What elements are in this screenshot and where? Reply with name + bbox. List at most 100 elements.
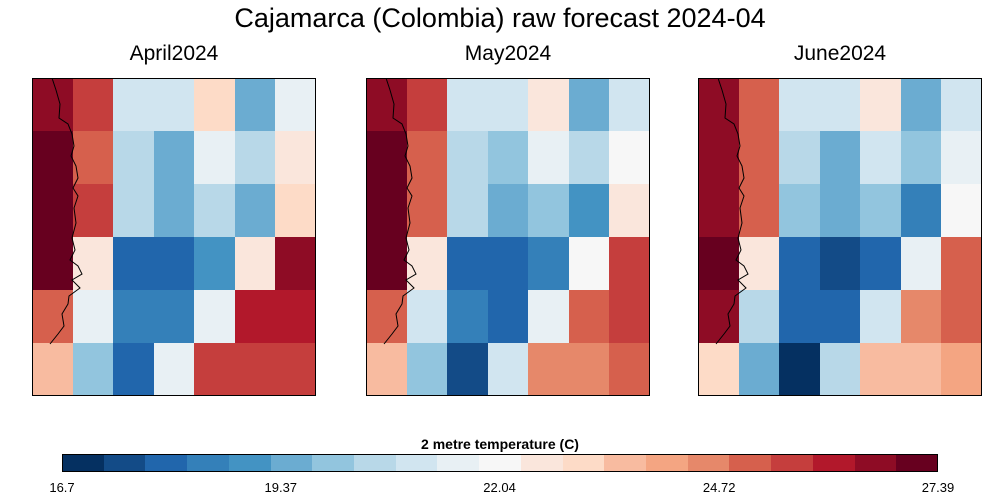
heatmap-cell <box>275 131 316 185</box>
plot-frame <box>32 78 316 396</box>
heatmap-cell <box>275 343 316 396</box>
heatmap-cell <box>860 237 902 291</box>
heatmap-plot <box>366 78 650 396</box>
colorbar-swatch <box>855 454 897 472</box>
heatmap-cell <box>779 237 821 291</box>
heatmap-cell <box>779 184 821 238</box>
heatmap-cell <box>779 343 821 396</box>
heatmap-cell <box>113 131 155 185</box>
panel-title: May2024 <box>464 42 552 65</box>
heatmap-cell <box>407 343 448 396</box>
panel-title: June2024 <box>793 42 887 65</box>
heatmap-cell <box>528 78 570 132</box>
heatmap-cell <box>488 184 529 238</box>
colorbar-swatch <box>187 454 230 472</box>
heatmap-cell <box>73 237 114 291</box>
heatmap-cell <box>154 237 195 291</box>
heatmap-cell <box>609 237 650 291</box>
heatmap-cell <box>235 290 276 344</box>
heatmap-cell <box>569 184 610 238</box>
heatmap-cell <box>820 343 861 396</box>
heatmap-cell <box>113 237 155 291</box>
heatmap-cell <box>609 78 650 132</box>
heatmap-cell <box>488 78 529 132</box>
heatmap-cell <box>194 237 236 291</box>
heatmap-plot <box>698 78 982 396</box>
heatmap-cell <box>779 131 821 185</box>
colorbar-tick-label: 27.39 <box>921 480 955 495</box>
heatmap-cell <box>366 343 408 396</box>
coastline <box>383 78 417 345</box>
colorbar-swatch <box>646 454 689 472</box>
heatmap-cell <box>698 237 740 291</box>
colorbar-swatch <box>729 454 772 472</box>
june-map-panel: June2024 <box>698 42 982 396</box>
plot-frame <box>698 78 982 396</box>
heatmap-cell <box>154 184 195 238</box>
colorbar-swatch <box>312 454 355 472</box>
colorbar-swatch <box>104 454 146 472</box>
colorbar <box>62 454 938 472</box>
heatmap-cell <box>739 343 780 396</box>
heatmap-cell <box>820 290 861 344</box>
heatmap-cell <box>860 184 902 238</box>
heatmap-cell <box>73 343 114 396</box>
coastline <box>715 78 749 345</box>
heatmap-cell <box>609 343 650 396</box>
heatmap-cell <box>275 78 316 132</box>
may-map-panel: May2024 <box>366 42 650 396</box>
heatmap-cell <box>407 78 448 132</box>
heatmap-cell <box>235 131 276 185</box>
colorbar-swatch <box>896 454 938 472</box>
heatmap-cell <box>739 237 780 291</box>
heatmap-cell <box>860 290 902 344</box>
heatmap-cell <box>32 290 74 344</box>
heatmap-cell <box>528 184 570 238</box>
heatmap-cell <box>820 237 861 291</box>
heatmap-cell <box>275 184 316 238</box>
heatmap-cell <box>941 343 982 396</box>
heatmap-cell <box>113 343 155 396</box>
heatmap-cell <box>407 131 448 185</box>
heatmap-cell <box>113 184 155 238</box>
figure-title: Cajamarca (Colombia) raw forecast 2024-0… <box>234 3 766 33</box>
colorbar-tick-label: 24.72 <box>702 480 736 495</box>
heatmap-cell <box>739 78 780 132</box>
heatmap-cell <box>154 290 195 344</box>
heatmap-cell <box>820 78 861 132</box>
heatmap-cell <box>901 343 942 396</box>
heatmap-cell <box>569 237 610 291</box>
heatmap-cell <box>901 184 942 238</box>
heatmap-cell <box>447 290 489 344</box>
colorbar-swatch <box>604 454 647 472</box>
colorbar-swatch <box>771 454 814 472</box>
colorbar-tick-label: 19.37 <box>264 480 298 495</box>
colorbar-swatch <box>229 454 272 472</box>
heatmap-cell <box>901 237 942 291</box>
heatmap-cell <box>609 131 650 185</box>
heatmap-cell <box>698 290 740 344</box>
heatmap-cell <box>73 184 114 238</box>
heatmap-cell <box>698 343 740 396</box>
heatmap-cell <box>194 131 236 185</box>
heatmap-cell <box>941 237 982 291</box>
heatmap-cell <box>941 184 982 238</box>
colorbar-tick-label: 16.7 <box>49 480 75 495</box>
heatmap-cell <box>569 78 610 132</box>
heatmap-cell <box>73 131 114 185</box>
heatmap-cell <box>447 237 489 291</box>
colorbar-swatch <box>354 454 397 472</box>
heatmap-cell <box>235 237 276 291</box>
heatmap-cell <box>609 184 650 238</box>
heatmap-cell <box>154 131 195 185</box>
heatmap-cell <box>901 290 942 344</box>
heatmap-cell <box>901 78 942 132</box>
heatmap-cell <box>194 78 236 132</box>
heatmap-cell <box>569 131 610 185</box>
heatmap-cell <box>194 343 236 396</box>
colorbar-swatch <box>145 454 188 472</box>
heatmap-cell <box>609 290 650 344</box>
heatmap-cell <box>698 184 740 238</box>
heatmap-plot <box>32 78 316 396</box>
heatmap-cell <box>154 78 195 132</box>
